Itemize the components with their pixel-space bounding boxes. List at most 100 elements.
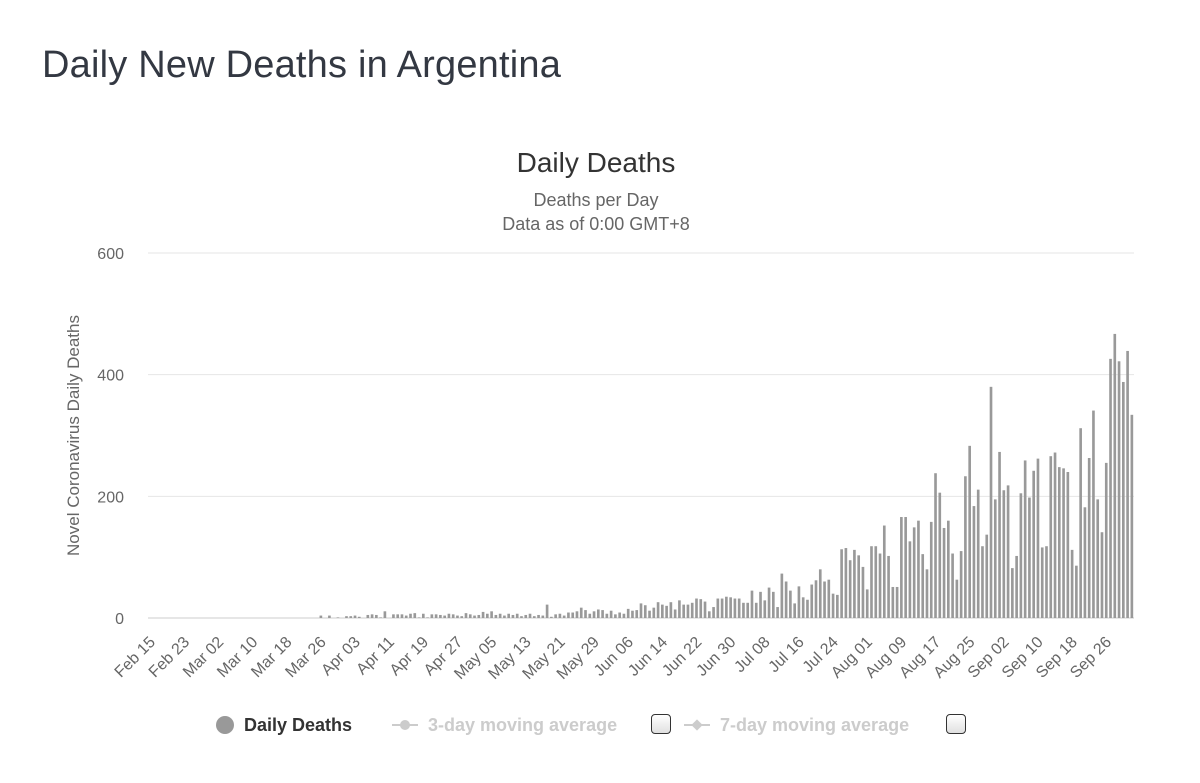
chart-title: Daily Deaths — [516, 147, 676, 178]
bar — [840, 549, 843, 618]
bar — [1032, 470, 1036, 618]
bar — [567, 612, 570, 618]
x-tick-label: Jun 30 — [693, 634, 739, 680]
bar — [426, 617, 429, 618]
bar — [737, 598, 741, 618]
legend-line-diamond-icon — [684, 716, 710, 734]
bar — [643, 605, 647, 618]
bar — [392, 614, 395, 618]
x-tick-label: Jul 08 — [731, 634, 773, 676]
bar — [648, 610, 651, 618]
bar — [1036, 458, 1040, 618]
bar — [421, 613, 425, 618]
bar — [468, 614, 472, 618]
bar — [912, 527, 916, 618]
bar — [1066, 472, 1070, 618]
bar — [618, 612, 621, 618]
bar — [1023, 460, 1027, 618]
toggle-7-day-average-checkbox[interactable] — [946, 714, 966, 734]
bar — [614, 614, 617, 618]
bar — [319, 615, 323, 618]
bar — [1113, 333, 1117, 618]
bar — [771, 591, 775, 618]
bar — [601, 610, 604, 618]
bar — [801, 597, 805, 618]
bar — [900, 517, 903, 618]
bar — [716, 598, 720, 618]
bar — [635, 610, 639, 618]
bar — [1079, 428, 1082, 618]
bar — [874, 546, 878, 618]
bar — [793, 603, 796, 618]
bar — [814, 580, 818, 618]
bar — [1122, 381, 1125, 618]
bar — [703, 601, 707, 618]
bar — [1104, 462, 1108, 618]
bar — [639, 603, 643, 618]
bar — [1011, 568, 1014, 618]
bar — [1015, 555, 1018, 618]
bar — [1040, 547, 1044, 618]
bar — [1002, 490, 1006, 618]
bar — [729, 597, 732, 618]
bar — [1006, 485, 1010, 618]
bar — [733, 598, 737, 618]
bar — [507, 613, 511, 618]
bar — [767, 587, 771, 618]
bar — [929, 521, 933, 618]
bar — [917, 520, 920, 618]
bar — [494, 614, 498, 618]
bar — [993, 499, 997, 618]
bar — [1096, 499, 1100, 618]
bar — [789, 590, 792, 618]
bar — [631, 610, 634, 618]
bar — [712, 607, 715, 618]
bar — [959, 551, 963, 618]
bar — [955, 579, 959, 618]
bar — [417, 617, 421, 618]
bar — [404, 615, 408, 618]
bar — [784, 581, 788, 618]
bar — [588, 613, 592, 618]
bar — [853, 549, 856, 618]
bar — [336, 617, 340, 618]
bar — [942, 527, 946, 618]
bar — [985, 534, 989, 618]
bar — [379, 617, 382, 618]
bar — [460, 616, 464, 618]
bar — [887, 555, 890, 618]
bar — [682, 604, 686, 618]
bar — [498, 613, 502, 618]
bar — [673, 609, 677, 618]
toggle-3-day-average-checkbox[interactable] — [651, 714, 671, 734]
bar — [490, 611, 493, 618]
bar — [797, 586, 801, 618]
bar — [1126, 350, 1129, 618]
bar — [1053, 452, 1057, 618]
bar — [439, 614, 442, 618]
bar — [1100, 532, 1104, 618]
bar — [934, 473, 937, 618]
legend-label: 7-day moving average — [720, 714, 910, 735]
bar — [609, 610, 613, 618]
bar — [750, 590, 754, 618]
bar — [810, 584, 814, 618]
legend-item-3-day-moving-average[interactable]: 3-day moving average — [392, 708, 617, 742]
bar — [545, 604, 549, 618]
bar — [464, 613, 468, 618]
legend-item-daily-deaths[interactable]: Daily Deaths — [216, 708, 352, 742]
bar — [823, 581, 826, 618]
bar — [861, 566, 865, 618]
bar — [1062, 468, 1065, 618]
bar — [908, 541, 912, 618]
bar — [434, 614, 438, 618]
legend-item-7-day-moving-average[interactable]: 7-day moving average — [684, 708, 909, 742]
bar — [989, 386, 993, 618]
bar — [776, 607, 779, 618]
bar — [780, 573, 784, 618]
x-tick-label: Apr 03 — [318, 634, 363, 679]
bar — [486, 613, 489, 618]
bar — [550, 616, 553, 618]
bar — [626, 608, 630, 618]
